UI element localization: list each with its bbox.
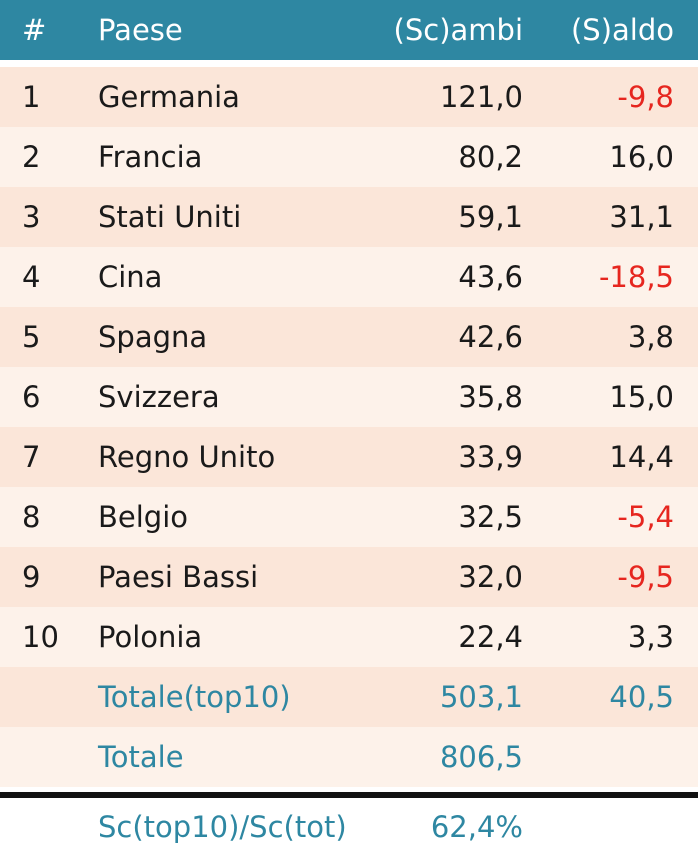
table-row: 5 Spagna 42,6 3,8 xyxy=(0,307,698,367)
table-row: 8 Belgio 32,5 -5,4 xyxy=(0,487,698,547)
table-row: 3 Stati Uniti 59,1 31,1 xyxy=(0,187,698,247)
row-num: 9 xyxy=(22,560,41,594)
row-scambi: 35,8 xyxy=(458,380,523,414)
totale-top10-saldo: 40,5 xyxy=(609,680,674,714)
row-scambi: 80,2 xyxy=(458,140,523,174)
table-row: 1 Germania 121,0 -9,8 xyxy=(0,67,698,127)
totale-scambi: 806,5 xyxy=(439,740,523,774)
row-paese: Belgio xyxy=(98,500,189,534)
row-saldo: -5,4 xyxy=(617,500,674,534)
row-paese: Regno Unito xyxy=(98,440,276,474)
row-scambi: 22,4 xyxy=(458,620,523,654)
header-scambi: (Sc)ambi xyxy=(393,13,523,47)
header-saldo: (S)aldo xyxy=(570,13,674,47)
row-scambi: 59,1 xyxy=(458,200,523,234)
row-num: 3 xyxy=(22,200,41,234)
row-num: 2 xyxy=(22,140,41,174)
row-scambi: 42,6 xyxy=(458,320,523,354)
table-row: 4 Cina 43,6 -18,5 xyxy=(0,247,698,307)
row-num: 5 xyxy=(22,320,41,354)
row-paese: Polonia xyxy=(98,620,203,654)
table-row: 2 Francia 80,2 16,0 xyxy=(0,127,698,187)
totale-top10-row: Totale(top10) 503,1 40,5 xyxy=(0,667,698,727)
row-saldo: 16,0 xyxy=(609,140,674,174)
row-paese: Spagna xyxy=(98,320,208,354)
row-paese: Svizzera xyxy=(98,380,220,414)
totale-top10-label: Totale(top10) xyxy=(98,680,291,714)
row-scambi: 33,9 xyxy=(458,440,523,474)
totale-label: Totale xyxy=(98,740,184,774)
totale-top10-scambi: 503,1 xyxy=(439,680,523,714)
row-num: 6 xyxy=(22,380,41,414)
row-paese: Francia xyxy=(98,140,203,174)
header-num: # xyxy=(22,13,47,47)
row-scambi: 32,0 xyxy=(458,560,523,594)
row-num: 10 xyxy=(22,620,59,654)
row-saldo: 15,0 xyxy=(609,380,674,414)
ratio-value: 62,4% xyxy=(430,810,523,844)
table-row: 10 Polonia 22,4 3,3 xyxy=(0,607,698,667)
row-saldo: 3,8 xyxy=(627,320,674,354)
table-row: 6 Svizzera 35,8 15,0 xyxy=(0,367,698,427)
ratio-row: Sc(top10)/Sc(tot) 62,4% xyxy=(0,796,698,858)
totale-row: Totale 806,5 xyxy=(0,727,698,787)
row-saldo: -9,8 xyxy=(617,80,674,114)
row-saldo: 31,1 xyxy=(609,200,674,234)
row-scambi: 43,6 xyxy=(458,260,523,294)
row-saldo: -9,5 xyxy=(617,560,674,594)
row-paese: Stati Uniti xyxy=(98,200,242,234)
row-num: 1 xyxy=(22,80,41,114)
row-saldo: -18,5 xyxy=(598,260,674,294)
row-scambi: 121,0 xyxy=(439,80,523,114)
row-paese: Paesi Bassi xyxy=(98,560,259,594)
row-paese: Cina xyxy=(98,260,163,294)
footer-divider xyxy=(0,792,698,798)
ratio-label: Sc(top10)/Sc(tot) xyxy=(98,810,347,844)
row-paese: Germania xyxy=(98,80,240,114)
row-num: 8 xyxy=(22,500,41,534)
row-saldo: 3,3 xyxy=(627,620,674,654)
header-paese: Paese xyxy=(98,13,183,47)
table-row: 7 Regno Unito 33,9 14,4 xyxy=(0,427,698,487)
row-num: 4 xyxy=(22,260,41,294)
table-header: # Paese (Sc)ambi (S)aldo xyxy=(0,0,698,60)
row-saldo: 14,4 xyxy=(609,440,674,474)
row-scambi: 32,5 xyxy=(458,500,523,534)
table-row: 9 Paesi Bassi 32,0 -9,5 xyxy=(0,547,698,607)
row-num: 7 xyxy=(22,440,41,474)
